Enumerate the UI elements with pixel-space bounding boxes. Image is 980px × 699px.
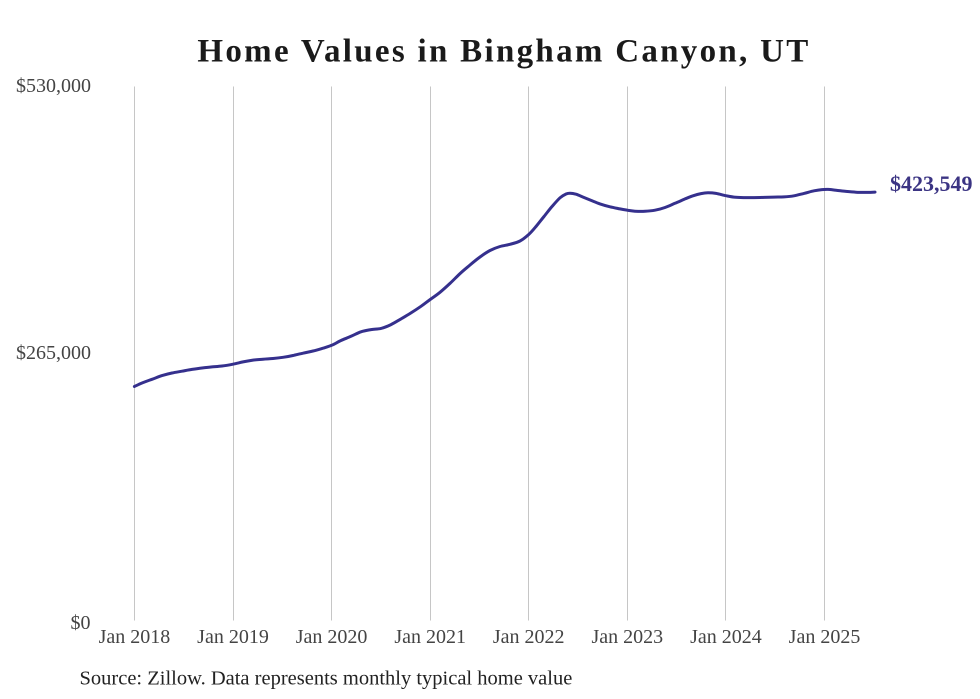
svg-text:Jan 2018: Jan 2018 [99, 626, 171, 648]
svg-text:Jan 2020: Jan 2020 [296, 626, 368, 648]
svg-text:Jan 2019: Jan 2019 [197, 626, 269, 648]
svg-text:$530,000: $530,000 [16, 75, 91, 97]
svg-text:Jan 2023: Jan 2023 [591, 626, 663, 648]
svg-text:$423,549: $423,549 [890, 171, 973, 196]
svg-text:Jan 2024: Jan 2024 [690, 626, 762, 648]
svg-text:Home Values in Bingham Canyon,: Home Values in Bingham Canyon, UT [197, 34, 810, 70]
svg-text:$265,000: $265,000 [16, 342, 91, 364]
svg-text:Jan 2021: Jan 2021 [394, 626, 466, 648]
svg-text:Jan 2025: Jan 2025 [789, 626, 861, 648]
svg-text:Jan 2022: Jan 2022 [493, 626, 565, 648]
svg-text:$0: $0 [71, 612, 91, 634]
svg-text:Source: Zillow. Data represent: Source: Zillow. Data represents monthly … [80, 668, 573, 690]
